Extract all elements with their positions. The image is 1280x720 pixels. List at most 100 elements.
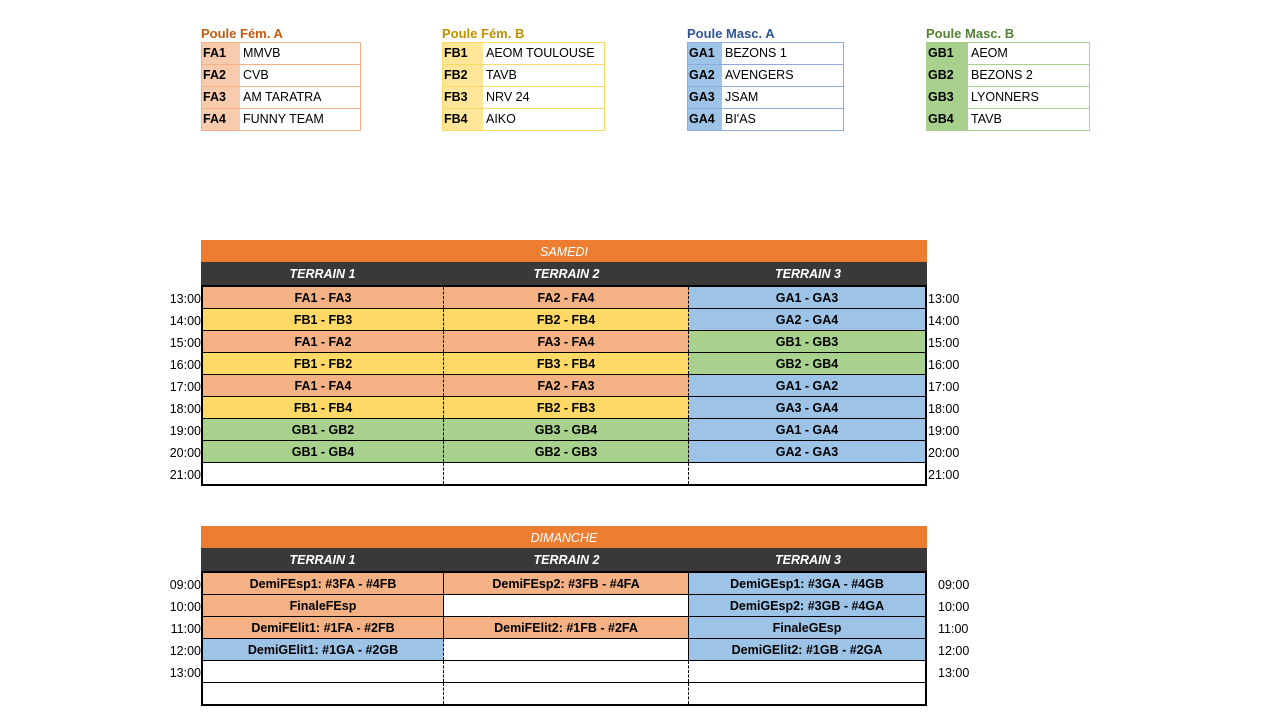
table-row: FB1 - FB3 FB2 - FB4 GA2 - GA4 <box>203 309 925 331</box>
table-row: FA1 MMVB <box>201 42 361 65</box>
time-label: 16:00 <box>928 358 960 372</box>
table-row: GA4 BI'AS <box>687 108 844 131</box>
match-grid: DemiFEsp1: #3FA - #4FB DemiFEsp2: #3FB -… <box>201 571 927 706</box>
table-row: FB2 TAVB <box>442 64 605 87</box>
time-label: 19:00 <box>928 424 960 438</box>
match-cell: GB2 - GB4 <box>689 353 925 374</box>
table-row <box>203 683 925 704</box>
pool-masc-b: Poule Masc. B GB1 AEOM GB2 BEZONS 2 GB3 LYO… <box>926 26 1090 131</box>
team-code: GB2 <box>926 64 968 87</box>
terrain-label: TERRAIN 2 <box>533 266 600 281</box>
pool-masc-a: Poule Masc. A GA1 BEZONS 1 GA2 AVENGERS GA… <box>687 26 844 131</box>
match-cell <box>444 661 689 682</box>
team-name: TAVB <box>483 64 605 87</box>
time-label: 12:00 <box>938 644 970 658</box>
team-code: FA4 <box>201 108 240 131</box>
team-code: GA2 <box>687 64 722 87</box>
team-name: AM TARATRA <box>240 86 361 109</box>
match-cell: GB1 - GB3 <box>689 331 925 352</box>
time-label: 15:00 <box>169 336 201 350</box>
terrain-label: TERRAIN 1 <box>289 266 356 281</box>
time-label: 11:00 <box>170 622 201 636</box>
time-label: 13:00 <box>928 292 960 306</box>
match-cell: DemiGEsp2: #3GB - #4GA <box>689 595 925 616</box>
time-column-left: 13:00 14:00 15:00 16:00 17:00 18:00 19:0… <box>161 288 201 486</box>
match-cell: GA1 - GA4 <box>689 419 925 440</box>
time-label: 10:00 <box>938 600 970 614</box>
time-column-right: 13:00 14:00 15:00 16:00 17:00 18:00 19:0… <box>928 288 959 486</box>
table-row: FA1 - FA4 FA2 - FA3 GA1 - GA2 <box>203 375 925 397</box>
match-cell <box>689 463 925 484</box>
time-label: 13:00 <box>169 292 201 306</box>
team-name: MMVB <box>240 42 361 65</box>
match-cell: GA3 - GA4 <box>689 397 925 418</box>
time-label: 19:00 <box>169 424 201 438</box>
table-row: FB3 NRV 24 <box>442 86 605 109</box>
pool-title: Poule Fém. A <box>201 26 283 41</box>
time-label: 20:00 <box>169 446 201 460</box>
pool-title: Poule Masc. B <box>926 26 1015 41</box>
table-row: DemiGElit1: #1GA - #2GB DemiGElit2: #1GB… <box>203 639 925 661</box>
team-name: BI'AS <box>722 108 844 131</box>
team-code: GB4 <box>926 108 968 131</box>
match-cell: DemiGElit1: #1GA - #2GB <box>203 639 444 660</box>
table-row: FB1 - FB2 FB3 - FB4 GB2 - GB4 <box>203 353 925 375</box>
pool-table: GA1 BEZONS 1 GA2 AVENGERS GA3 JSAM GA4 BI'AS <box>687 42 844 131</box>
match-grid: FA1 - FA3 FA2 - FA4 GA1 - GA3 FB1 - FB3 … <box>201 285 927 486</box>
match-cell <box>203 683 444 704</box>
match-cell <box>444 683 689 704</box>
table-row: FinaleFEsp DemiGEsp2: #3GB - #4GA <box>203 595 925 617</box>
table-row: FA1 - FA3 FA2 - FA4 GA1 - GA3 <box>203 287 925 309</box>
match-cell: DemiGElit2: #1GB - #2GA <box>689 639 925 660</box>
match-cell: GA2 - GA4 <box>689 309 925 330</box>
pool-table: FB1 AEOM TOULOUSE FB2 TAVB FB3 NRV 24 FB4 AI… <box>442 42 605 131</box>
team-code: FA2 <box>201 64 240 87</box>
team-name: LYONNERS <box>968 86 1090 109</box>
time-label: 13:00 <box>938 666 970 680</box>
match-cell: GA2 - GA3 <box>689 441 925 462</box>
table-row: FB4 AIKO <box>442 108 605 131</box>
match-cell <box>203 661 444 682</box>
time-label: 20:00 <box>928 446 960 460</box>
match-cell <box>689 683 925 704</box>
pool-fem-b: Poule Fém. B FB1 AEOM TOULOUSE FB2 TAVB FB… <box>442 26 605 131</box>
day-header: SAMEDI <box>201 240 927 262</box>
team-code: FB1 <box>442 42 483 65</box>
team-name: AIKO <box>483 108 605 131</box>
table-row: GA3 JSAM <box>687 86 844 109</box>
table-row: FA3 AM TARATRA <box>201 86 361 109</box>
pool-title: Poule Fém. B <box>442 26 525 41</box>
team-code: FA3 <box>201 86 240 109</box>
time-label: 09:00 <box>169 578 201 592</box>
pool-fem-a: Poule Fém. A FA1 MMVB FA2 CVB FA3 AM TARATR… <box>201 26 361 131</box>
match-cell: DemiFElit1: #1FA - #2FB <box>203 617 444 638</box>
match-cell <box>203 463 444 484</box>
team-code: FB3 <box>442 86 483 109</box>
pool-table: GB1 AEOM GB2 BEZONS 2 GB3 LYONNERS GB4 TAVB <box>926 42 1090 131</box>
table-row: GB1 - GB2 GB3 - GB4 GA1 - GA4 <box>203 419 925 441</box>
team-code: GB3 <box>926 86 968 109</box>
table-row: GB1 - GB4 GB2 - GB3 GA2 - GA3 <box>203 441 925 463</box>
match-cell: GB2 - GB3 <box>444 441 689 462</box>
terrain-label: TERRAIN 3 <box>775 266 841 281</box>
table-row: GB4 TAVB <box>926 108 1090 131</box>
match-cell <box>444 595 689 616</box>
team-code: FB4 <box>442 108 483 131</box>
terrain-header: TERRAIN 1 TERRAIN 2 TERRAIN 3 <box>201 262 927 285</box>
time-label: 14:00 <box>928 314 960 328</box>
match-cell: GA1 - GA2 <box>689 375 925 396</box>
time-column-left: 09:00 10:00 11:00 12:00 13:00 <box>161 574 201 684</box>
team-name: TAVB <box>968 108 1090 131</box>
day-header: DIMANCHE <box>201 526 927 548</box>
time-label: 18:00 <box>169 402 201 416</box>
match-cell: FB2 - FB3 <box>444 397 689 418</box>
match-cell: FA3 - FA4 <box>444 331 689 352</box>
table-row: FA1 - FA2 FA3 - FA4 GB1 - GB3 <box>203 331 925 353</box>
pool-title: Poule Masc. A <box>687 26 775 41</box>
schedule-sunday: DIMANCHE TERRAIN 1 TERRAIN 2 TERRAIN 3 D… <box>201 526 927 706</box>
table-row: GB2 BEZONS 2 <box>926 64 1090 87</box>
time-label: 17:00 <box>928 380 960 394</box>
match-cell: GA1 - GA3 <box>689 287 925 308</box>
time-label: 10:00 <box>169 600 201 614</box>
table-row: GA2 AVENGERS <box>687 64 844 87</box>
